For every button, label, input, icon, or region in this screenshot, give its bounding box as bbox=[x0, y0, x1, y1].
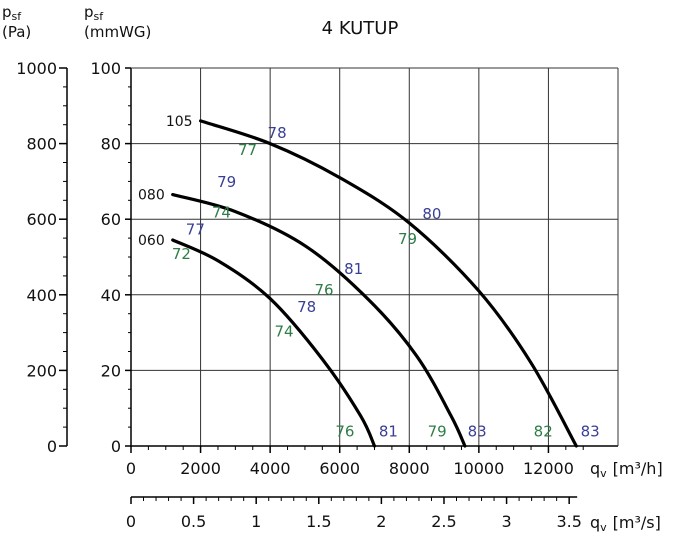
y-right-tick-label: 20 bbox=[101, 361, 121, 380]
grid bbox=[131, 68, 618, 446]
y-right-label: psf bbox=[84, 3, 104, 23]
y-right-tick-label: 40 bbox=[101, 286, 121, 305]
efficiency-label: 78 bbox=[297, 298, 316, 316]
x-m3h-tick-label: 12000 bbox=[523, 459, 574, 478]
x-m3s-tick-label: 2 bbox=[376, 512, 386, 531]
efficiency-label: 78 bbox=[268, 124, 287, 142]
x-m3h-unit-label: qv [m³/h] bbox=[590, 459, 663, 480]
y-right-tick-label: 0 bbox=[111, 437, 121, 456]
fan-curve-105 bbox=[199, 119, 578, 448]
y-left-label-main: p bbox=[2, 3, 12, 21]
y-right-tick-label: 80 bbox=[101, 135, 121, 154]
efficiency-label: 81 bbox=[344, 260, 363, 278]
efficiency-label: 77 bbox=[238, 141, 257, 159]
fan-curves bbox=[171, 119, 578, 448]
y-left-label: psf bbox=[2, 3, 22, 23]
curve-label-105: 105 bbox=[166, 114, 193, 130]
efficiency-label: 83 bbox=[468, 423, 487, 441]
y-right-tick-label: 100 bbox=[90, 59, 121, 78]
x-m3s-tick-label: 0.5 bbox=[181, 512, 206, 531]
efficiency-label: 83 bbox=[581, 423, 600, 441]
y-left-label-sub: sf bbox=[12, 10, 23, 23]
fan-curve-080 bbox=[171, 193, 467, 448]
efficiency-label: 80 bbox=[422, 205, 441, 223]
y-left-tick-label: 800 bbox=[26, 135, 57, 154]
x-m3h-tick-label: 6000 bbox=[319, 459, 360, 478]
y-left-tick-label: 400 bbox=[26, 286, 57, 305]
x-m3h-unit: [m³/h] bbox=[613, 459, 663, 478]
efficiency-label: 79 bbox=[428, 423, 447, 441]
efficiency-label: 74 bbox=[212, 203, 231, 221]
efficiency-label: 72 bbox=[172, 245, 191, 263]
x-m3h-label: q bbox=[590, 459, 600, 478]
x-m3s-tick-label: 2.5 bbox=[431, 512, 456, 531]
x-m3s-unit: [m³/s] bbox=[613, 513, 661, 532]
efficiency-label: 77 bbox=[186, 220, 205, 238]
y-left-tick-label: 1000 bbox=[16, 59, 57, 78]
x-m3s-tick-label: 0 bbox=[126, 512, 136, 531]
curve-labels: 105 080 060 bbox=[138, 114, 193, 249]
x-m3h-tick-label: 8000 bbox=[389, 459, 430, 478]
y-right-unit: (mmWG) bbox=[84, 23, 151, 41]
x-m3s-label-sub: v bbox=[600, 521, 607, 534]
y-left-tick-label: 200 bbox=[26, 361, 57, 380]
efficiency-label: 82 bbox=[534, 423, 553, 441]
x-m3h-tick-label: 0 bbox=[126, 459, 136, 478]
chart-title: 4 KUTUP bbox=[322, 18, 399, 39]
x-m3h-tick-label: 4000 bbox=[250, 459, 291, 478]
y-right-label-sub: sf bbox=[94, 10, 105, 23]
curve-label-060: 060 bbox=[138, 233, 165, 249]
y-right-label-main: p bbox=[84, 3, 94, 21]
y-left-tick-label: 0 bbox=[47, 437, 57, 456]
efficiency-label: 81 bbox=[379, 423, 398, 441]
y-left-tick-label: 600 bbox=[26, 210, 57, 229]
efficiency-label: 79 bbox=[398, 230, 417, 248]
x-m3s-tick-label: 3 bbox=[501, 512, 511, 531]
x-m3h-label-sub: v bbox=[600, 467, 607, 480]
x-m3s-tick-label: 1 bbox=[251, 512, 261, 531]
x-m3h-tick-label: 2000 bbox=[180, 459, 221, 478]
x-m3h-tick-label: 10000 bbox=[453, 459, 504, 478]
efficiency-label: 76 bbox=[335, 423, 354, 441]
fan-curve-060 bbox=[171, 238, 377, 448]
x-m3s-tick-label: 1.5 bbox=[306, 512, 331, 531]
x-m3s-tick-label: 3.5 bbox=[556, 512, 581, 531]
curve-label-080: 080 bbox=[138, 188, 165, 204]
efficiency-label: 74 bbox=[275, 322, 294, 340]
efficiency-label: 79 bbox=[217, 173, 236, 191]
y-left-unit: (Pa) bbox=[2, 23, 31, 41]
y-right-tick-label: 60 bbox=[101, 210, 121, 229]
x-m3s-unit-label: qv [m³/s] bbox=[590, 513, 661, 534]
x-m3s-label: q bbox=[590, 513, 600, 532]
efficiency-label: 76 bbox=[315, 281, 334, 299]
